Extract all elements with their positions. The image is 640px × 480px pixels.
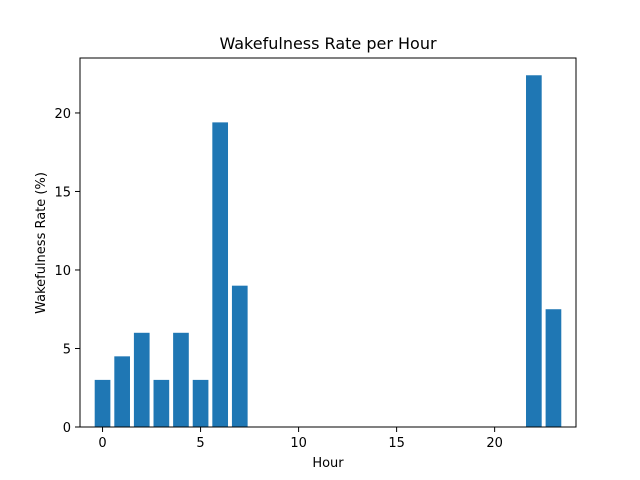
bar-hour-7 — [231, 285, 248, 427]
y-tick-label: 5 — [63, 342, 71, 357]
bar-hour-1 — [114, 356, 130, 427]
x-tick-label: 10 — [290, 436, 307, 451]
y-tick-label: 15 — [54, 185, 71, 200]
x-tick-label: 5 — [196, 436, 204, 451]
chart-title: Wakefulness Rate per Hour — [219, 34, 437, 53]
bar-hour-2 — [133, 332, 150, 427]
plot-frame — [79, 57, 577, 428]
y-axis-ticks: 0 5 10 15 20 — [54, 107, 80, 436]
bars — [94, 75, 562, 428]
y-tick-label: 20 — [54, 107, 71, 122]
x-tick-label: 15 — [388, 436, 405, 451]
bar-hour-6 — [212, 122, 229, 427]
y-tick-label: 0 — [63, 421, 71, 436]
bar-hour-0 — [94, 379, 111, 427]
x-axis-ticks: 0 5 10 15 20 — [98, 427, 503, 451]
bar-hour-4 — [173, 332, 189, 427]
bar-hour-3 — [153, 379, 170, 427]
y-tick-label: 10 — [54, 264, 71, 279]
bar-hour-22 — [526, 75, 542, 428]
x-tick-label: 0 — [98, 436, 106, 451]
y-axis-label: Wakefulness Rate (%) — [34, 172, 49, 314]
x-axis-label: Hour — [312, 456, 344, 471]
bar-hour-5 — [192, 379, 209, 427]
x-tick-label: 20 — [486, 436, 503, 451]
bar-hour-23 — [545, 309, 562, 427]
